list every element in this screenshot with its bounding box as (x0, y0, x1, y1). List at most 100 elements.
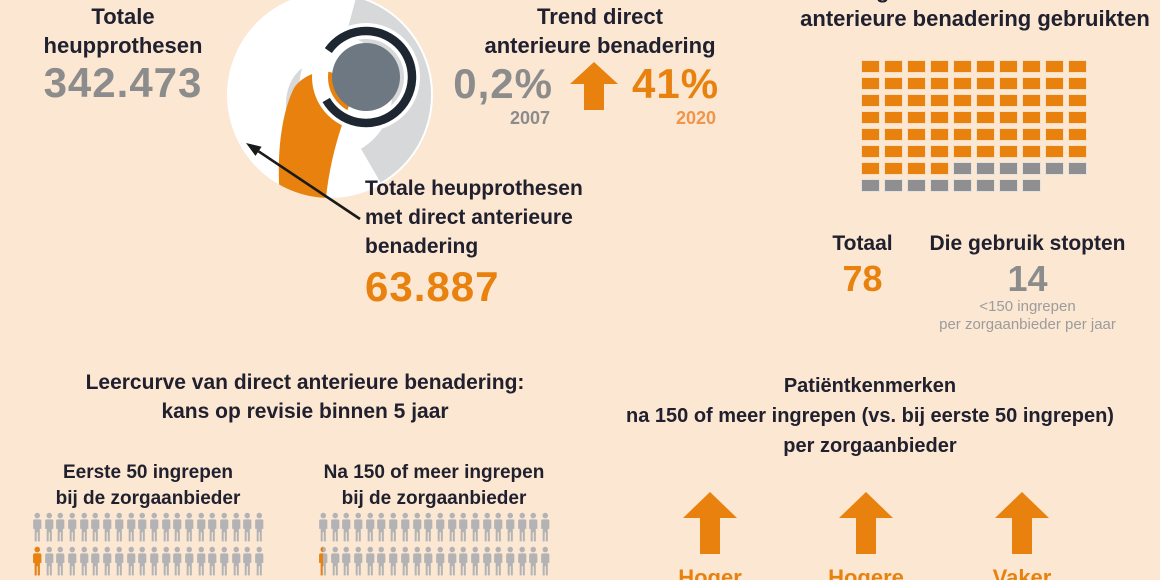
waffle-cell-stopped (999, 179, 1018, 192)
group2-person-rows (318, 512, 551, 580)
person-icon (184, 546, 195, 576)
person-icon (376, 546, 387, 576)
waffle-cell-active (884, 60, 903, 73)
person-icon (505, 512, 516, 542)
person-icon (231, 512, 242, 542)
waffle-cell-stopped (976, 179, 995, 192)
patient-characteristics-title: Patiëntkenmerken na 150 of meer ingrepen… (585, 371, 1155, 461)
waffle-cell-active (861, 94, 880, 107)
person-icon (114, 546, 125, 576)
prosthesis-stem-shape (278, 71, 354, 198)
waffle-cell-active (1022, 77, 1041, 90)
person-icon (67, 512, 78, 542)
trend-to-block: 41% 2020 (632, 62, 719, 129)
waffle-cell-active (907, 77, 926, 90)
waffle-cell-active (930, 145, 949, 158)
person-icon (470, 546, 481, 576)
waffle-cell-active (1022, 111, 1041, 124)
waffle-cell-active (907, 111, 926, 124)
waffle-cell-active (1022, 128, 1041, 141)
group1-label-line2: bij de zorgaanbieder (55, 488, 241, 509)
person-icon (184, 512, 195, 542)
patient-item-1: Hoger (630, 492, 790, 580)
waffle-cell-active (907, 162, 926, 175)
circle-backdrop (227, 0, 433, 198)
patient-title-line3: per zorgaanbieder (783, 435, 957, 457)
waffle-cell-active (976, 60, 995, 73)
person-icon (493, 512, 504, 542)
waffle-cell-active (861, 162, 880, 175)
learning-curve-title-line2: kans op revisie binnen 5 jaar (161, 400, 449, 423)
pointer-arrow-icon (246, 143, 361, 221)
person-row (32, 512, 265, 542)
person-icon (423, 512, 434, 542)
waffle-cell-stopped (1022, 179, 1041, 192)
waffle-cell-active (976, 77, 995, 90)
patient-item-3-label: Vaker (992, 565, 1052, 580)
person-icon (149, 546, 160, 576)
increase-arrow-icon (683, 492, 737, 554)
daa-total-line1: Totale heupprothesen (365, 177, 583, 200)
person-icon (447, 546, 458, 576)
pelvis-bone-shape (346, 0, 432, 183)
person-icon (517, 546, 528, 576)
waffle-cell-stopped (1045, 162, 1064, 175)
person-icon (341, 512, 352, 542)
person-icon (32, 546, 43, 576)
person-icon (540, 546, 551, 576)
person-icon (435, 546, 446, 576)
person-icon (388, 546, 399, 576)
person-icon (458, 546, 469, 576)
person-icon (32, 512, 43, 542)
person-icon (79, 546, 90, 576)
person-icon (207, 546, 218, 576)
total-hips-value: 342.473 (43, 59, 203, 106)
person-icon (528, 546, 539, 576)
patient-title-line1: Patiëntkenmerken (783, 375, 957, 397)
person-icon (137, 512, 148, 542)
providers-total-value: 78 (842, 258, 883, 299)
waffle-cell-active (861, 77, 880, 90)
person-icon (412, 546, 423, 576)
group1-person-rows (32, 512, 265, 580)
waffle-cell-active (999, 145, 1018, 158)
waffle-cell-stopped (930, 179, 949, 192)
group2-label-line2: bij de zorgaanbieder (341, 488, 527, 509)
waffle-cell-active (953, 94, 972, 107)
providers-stopped-label: Die gebruik stopten (929, 232, 1126, 255)
person-icon (161, 546, 172, 576)
trend-from-year: 2007 (509, 108, 550, 128)
waffle-cell-active (884, 162, 903, 175)
waffle-cell-active (907, 60, 926, 73)
person-icon (242, 512, 253, 542)
person-icon (458, 512, 469, 542)
trend-title: Trend direct anterieure benadering (435, 2, 765, 60)
person-icon (528, 512, 539, 542)
person-icon (388, 512, 399, 542)
waffle-cell-active (884, 77, 903, 90)
providers-total-label: Totaal (832, 232, 893, 255)
person-icon (365, 512, 376, 542)
total-hips-label-line2: heupprothesen (43, 33, 203, 58)
waffle-cell-stopped (1068, 162, 1087, 175)
providers-waffle-chart (861, 60, 1087, 192)
waffle-cell-active (1045, 128, 1064, 141)
person-icon (353, 546, 364, 576)
person-icon (55, 546, 66, 576)
person-icon (126, 546, 137, 576)
waffle-cell-active (930, 162, 949, 175)
waffle-cell-active (999, 60, 1018, 73)
waffle-cell-active (861, 60, 880, 73)
person-icon (423, 546, 434, 576)
person-row (32, 546, 265, 576)
waffle-cell-active (953, 111, 972, 124)
person-icon-highlight (318, 546, 323, 576)
providers-title: anterieure benadering gebruikten (800, 6, 1150, 31)
person-icon (172, 512, 183, 542)
waffle-cell-active (907, 94, 926, 107)
trend-up-arrow-icon (570, 62, 618, 110)
waffle-cell-active (1068, 60, 1087, 73)
person-row (318, 512, 551, 542)
learning-curve-title: Leercurve van direct anterieure benaderi… (20, 368, 590, 426)
waffle-cell-stopped (999, 162, 1018, 175)
